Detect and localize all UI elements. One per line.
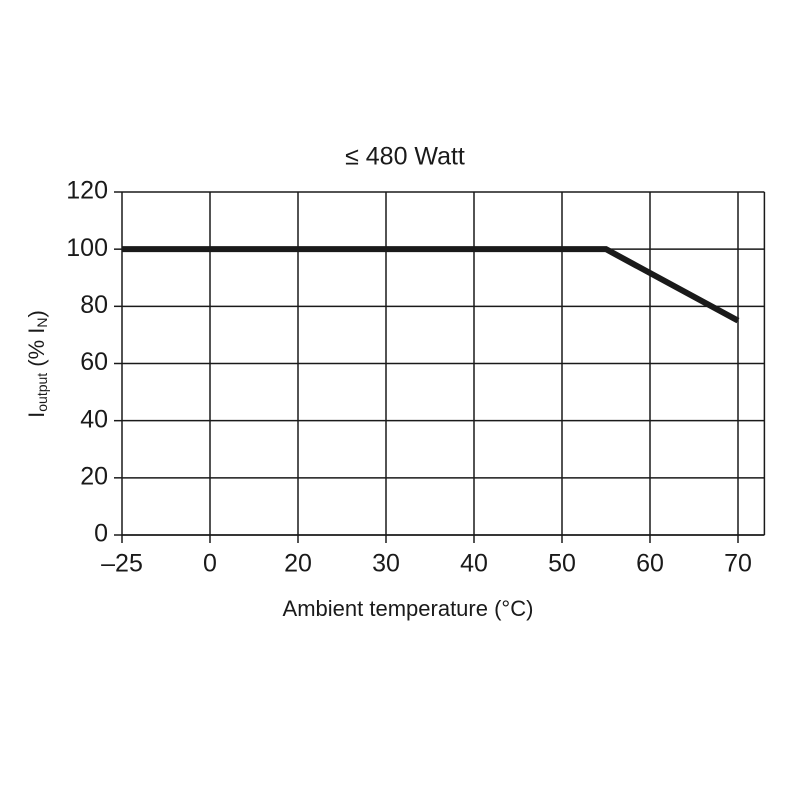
y-tick-label: 20 (80, 462, 108, 490)
x-tick-label: –25 (101, 550, 143, 578)
x-tick-label: 0 (203, 550, 217, 578)
y-tick-label: 100 (66, 234, 108, 262)
y-tick-label: 60 (80, 348, 108, 376)
y-tick-label: 40 (80, 405, 108, 433)
y-axis-label-part: (% I (24, 328, 49, 373)
y-axis-label-part: N (34, 317, 50, 327)
x-tick-label: 20 (284, 550, 312, 578)
chart-title: ≤ 480 Watt (345, 143, 465, 171)
x-tick-label: 30 (372, 550, 400, 578)
series-line (122, 246, 740, 324)
y-axis-label-part: I (24, 412, 49, 418)
x-tick-label: 40 (460, 550, 488, 578)
y-axis-label-part: output (34, 373, 50, 412)
y-axis-label-part: ) (24, 310, 49, 317)
y-tick-label: 0 (94, 520, 108, 548)
x-tick-label: 50 (548, 550, 576, 578)
y-tick-label: 120 (66, 177, 108, 205)
x-tick-label: 70 (724, 550, 752, 578)
x-axis-label: Ambient temperature (°C) (283, 596, 534, 621)
y-axis-label: Ioutput (% IN) (24, 310, 50, 418)
y-tick-label: 80 (80, 291, 108, 319)
x-tick-label: 60 (636, 550, 664, 578)
